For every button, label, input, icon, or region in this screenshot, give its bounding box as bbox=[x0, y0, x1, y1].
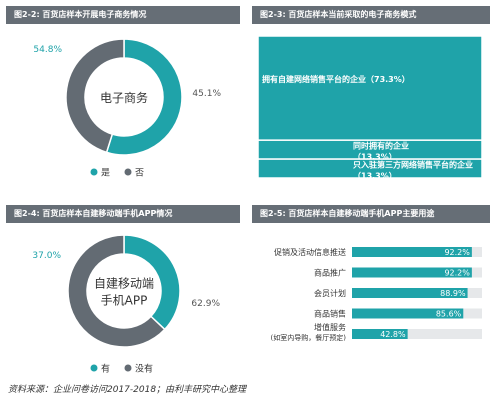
ecommerce-donut-chart: 电子商务 54.8% 45.1% 是 否 bbox=[33, 38, 221, 179]
treemap-value-1: （13.3%） bbox=[353, 152, 397, 162]
bar-category-label-2: 会员计划 bbox=[314, 288, 346, 298]
legend-marker-0 bbox=[90, 364, 98, 372]
legend-marker-0 bbox=[90, 168, 98, 176]
bar-0 bbox=[352, 247, 472, 257]
slice-label-0: 37.0% bbox=[32, 251, 61, 261]
bar-value-label-1: 92.2% bbox=[444, 269, 470, 278]
center-label: 自建移动端 bbox=[94, 277, 154, 291]
bar-track-4 bbox=[352, 329, 482, 339]
legend-marker-1 bbox=[124, 168, 132, 176]
legend-marker-1 bbox=[124, 364, 132, 372]
source-note: 资料来源：企业问卷访问2017-2018；由利丰研究中心整理 bbox=[8, 385, 247, 395]
chart-title-2-5: 图2-5: 百货店样本自建移动端手机APP主要用途 bbox=[252, 205, 490, 223]
bar-category-label-1: 商品推广 bbox=[314, 268, 346, 278]
bar-2 bbox=[352, 288, 468, 298]
bar-category-label-4: (如室内导购，餐厅预定) bbox=[271, 333, 347, 342]
treemap-label-1: 同时拥有的企业 bbox=[353, 141, 409, 151]
donut-slice-0 bbox=[105, 38, 183, 156]
donut-slice-1 bbox=[67, 234, 166, 348]
bar-3 bbox=[352, 308, 464, 319]
slice-label-1: 45.1% bbox=[192, 89, 221, 99]
chart-title-2-3: 图2-3: 百货店样本当前采取的电子商务模式 bbox=[252, 6, 490, 24]
treemap-label-0: 拥有自建网络销售平台的企业（73.3%） bbox=[262, 74, 410, 84]
slice-label-0: 54.8% bbox=[33, 45, 62, 55]
ecommerce-mode-treemap: 拥有自建网络销售平台的企业（73.3%）同时拥有的企业（13.3%）只入驻第三方… bbox=[257, 35, 483, 181]
center-label: 手机APP bbox=[101, 294, 148, 308]
bar-value-label-0: 92.2% bbox=[444, 248, 470, 257]
chart-title-2-2: 图2-2: 百货店样本开展电子商务情况 bbox=[6, 6, 240, 24]
bar-1 bbox=[352, 267, 472, 278]
treemap-label-2: 只入驻第三方网络销售平台的企业 bbox=[353, 160, 473, 170]
legend-label-0: 有 bbox=[101, 363, 110, 375]
bar-category-label-0: 促销及活动信息推送 bbox=[274, 247, 346, 257]
panel-app-usage: 图2-5: 百货店样本自建移动端手机APP主要用途 92.2% 促销及活动信息推送… bbox=[252, 205, 490, 377]
treemap-value-2: （13.3%） bbox=[353, 171, 397, 181]
bar-value-label-4: 42.8% bbox=[380, 330, 406, 339]
bar-category-label-4: 增值服务 bbox=[314, 322, 346, 332]
center-label: 电子商务 bbox=[100, 90, 148, 105]
bar-4 bbox=[352, 329, 408, 339]
treemap-block-0 bbox=[257, 35, 483, 141]
legend-label-1: 没有 bbox=[135, 363, 153, 375]
chart-title-2-4: 图2-4: 百货店样本自建移动端手机APP情况 bbox=[6, 205, 240, 223]
panel-ecommerce-mode: 图2-3: 百货店样本当前采取的电子商务模式 拥有自建网络销售平台的企业（73.… bbox=[252, 6, 490, 186]
legend-label-1: 否 bbox=[135, 168, 144, 179]
bar-value-label-2: 88.9% bbox=[440, 289, 466, 298]
bar-value-label-3: 85.6% bbox=[436, 310, 462, 319]
legend-label-0: 是 bbox=[101, 168, 110, 179]
slice-label-1: 62.9% bbox=[191, 299, 220, 309]
bar-category-label-3: 商品销售 bbox=[314, 309, 346, 319]
panel-mobile-app: 图2-4: 百货店样本自建移动端手机APP情况 自建移动端手机APP 37.0% 6… bbox=[6, 205, 240, 377]
treemap-block-2 bbox=[257, 158, 483, 179]
app-usage-bar-chart: 92.2% 促销及活动信息推送 92.2% 商品推广 88.9% 会员计划 85.6% 商品销… bbox=[271, 247, 482, 342]
panel-ecommerce: 图2-2: 百货店样本开展电子商务情况 电子商务 54.8% 45.1% 是 否 bbox=[6, 6, 240, 186]
donut-slice-1 bbox=[65, 38, 125, 154]
mobile-app-donut-chart: 自建移动端手机APP 37.0% 62.9% 有 没有 bbox=[32, 234, 220, 375]
